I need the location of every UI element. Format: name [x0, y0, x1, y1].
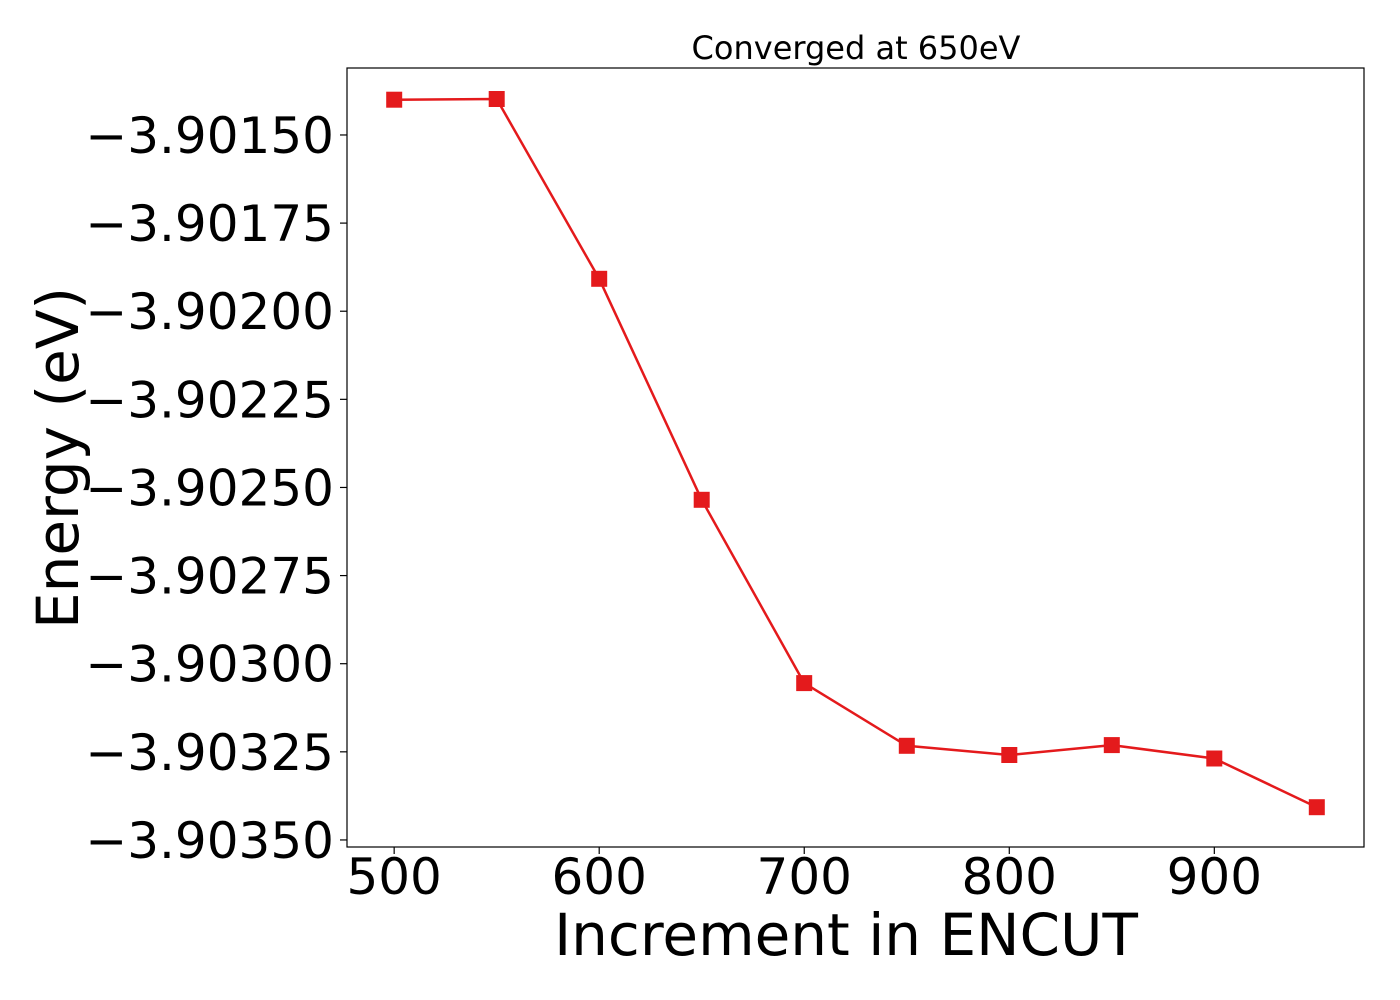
series-layer	[386, 91, 1325, 816]
data-point-900	[1206, 750, 1223, 767]
data-point-850	[1103, 737, 1120, 754]
data-point-650	[693, 491, 710, 508]
y-tick-label: −3.90175	[85, 195, 334, 253]
data-point-700	[796, 675, 813, 692]
data-point-950	[1308, 799, 1325, 816]
data-point-800	[1001, 747, 1018, 763]
y-tick-label: −3.90150	[85, 107, 334, 165]
y-tick-label: −3.90350	[85, 812, 334, 870]
x-tick-label: 900	[1167, 848, 1262, 906]
y-tick-label: −3.90200	[85, 283, 334, 341]
x-axis-ticks: 500 600 700 800 900	[346, 847, 1262, 906]
x-tick-label: 600	[551, 848, 646, 906]
x-tick-label: 500	[346, 848, 441, 906]
y-tick-label: −3.90325	[85, 724, 334, 782]
data-point-750	[898, 737, 915, 754]
y-tick-label: −3.90275	[85, 548, 334, 606]
x-tick-label: 800	[962, 848, 1057, 906]
x-tick-label: 700	[757, 848, 852, 906]
plot-area-frame	[346, 67, 1365, 848]
y-axis-label: Energy (eV)	[24, 287, 92, 629]
series-line	[394, 97, 1318, 809]
x-axis-label: Increment in ENCUT	[554, 901, 1138, 969]
y-axis-ticks: −3.90150 −3.90175 −3.90200 −3.90225 −3.90250…	[85, 107, 347, 870]
data-point-550	[488, 91, 505, 107]
chart-title: Converged at 650eV	[692, 29, 1021, 67]
y-tick-label: −3.90300	[85, 636, 334, 694]
data-point-600	[591, 270, 608, 287]
y-tick-label: −3.90250	[85, 459, 334, 517]
y-tick-label: −3.90225	[85, 371, 334, 429]
data-point-500	[386, 91, 403, 108]
